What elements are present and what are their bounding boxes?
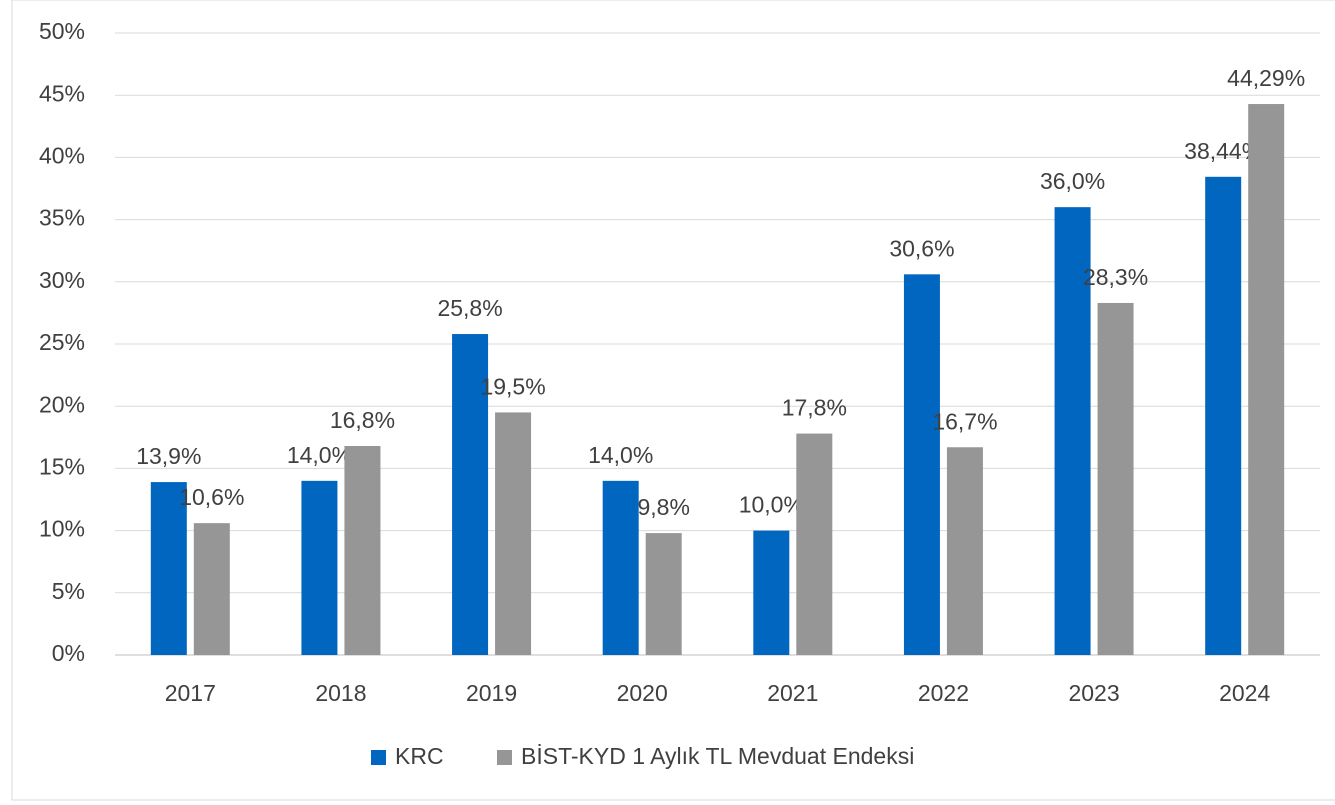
y-tick-label: 10% <box>39 516 85 542</box>
legend-label: BİST-KYD 1 Aylık TL Mevduat Endeksi <box>521 743 914 769</box>
y-tick-label: 15% <box>39 453 85 479</box>
bar <box>903 274 940 655</box>
bar <box>796 433 833 655</box>
bar <box>753 530 790 655</box>
bar <box>1248 104 1285 655</box>
data-label: 28,3% <box>1083 264 1148 290</box>
x-tick-label: 2019 <box>466 680 517 706</box>
data-label: 13,9% <box>136 443 201 469</box>
x-tick-label: 2023 <box>1068 680 1119 706</box>
x-tick-label: 2020 <box>617 680 668 706</box>
data-label: 16,7% <box>932 408 997 434</box>
y-tick-label: 40% <box>39 142 85 168</box>
y-tick-label: 50% <box>39 18 85 44</box>
bar <box>1097 302 1134 655</box>
data-label: 14,0% <box>287 442 352 468</box>
bar <box>452 334 489 655</box>
data-label: 10,0% <box>739 492 804 518</box>
bar <box>193 523 230 655</box>
legend-swatch <box>497 750 512 765</box>
data-label: 10,6% <box>179 484 244 510</box>
data-label: 14,0% <box>588 442 653 468</box>
y-tick-label: 25% <box>39 329 85 355</box>
data-label: 25,8% <box>437 295 502 321</box>
y-tick-label: 0% <box>52 640 85 666</box>
bar <box>602 480 639 655</box>
data-label: 16,8% <box>330 407 395 433</box>
y-tick-label: 35% <box>39 205 85 231</box>
bar <box>946 447 983 655</box>
x-tick-label: 2021 <box>767 680 818 706</box>
y-tick-label: 5% <box>52 578 85 604</box>
bar <box>344 446 381 655</box>
bar <box>1054 207 1091 655</box>
data-label: 44,29% <box>1227 65 1305 91</box>
data-label: 9,8% <box>637 494 689 520</box>
bar <box>645 533 682 655</box>
bar <box>301 480 338 655</box>
data-label: 36,0% <box>1040 168 1105 194</box>
bar <box>150 482 187 655</box>
data-label: 30,6% <box>889 235 954 261</box>
legend-swatch <box>371 750 386 765</box>
y-tick-label: 30% <box>39 267 85 293</box>
bar <box>1205 176 1242 655</box>
data-label: 17,8% <box>782 395 847 421</box>
y-tick-label: 20% <box>39 391 85 417</box>
legend-label: KRC <box>395 743 444 769</box>
x-tick-label: 2024 <box>1219 680 1270 706</box>
x-tick-label: 2018 <box>315 680 366 706</box>
bar <box>495 412 532 655</box>
x-tick-label: 2017 <box>165 680 216 706</box>
y-tick-label: 45% <box>39 80 85 106</box>
data-label: 19,5% <box>480 373 545 399</box>
x-tick-label: 2022 <box>918 680 969 706</box>
